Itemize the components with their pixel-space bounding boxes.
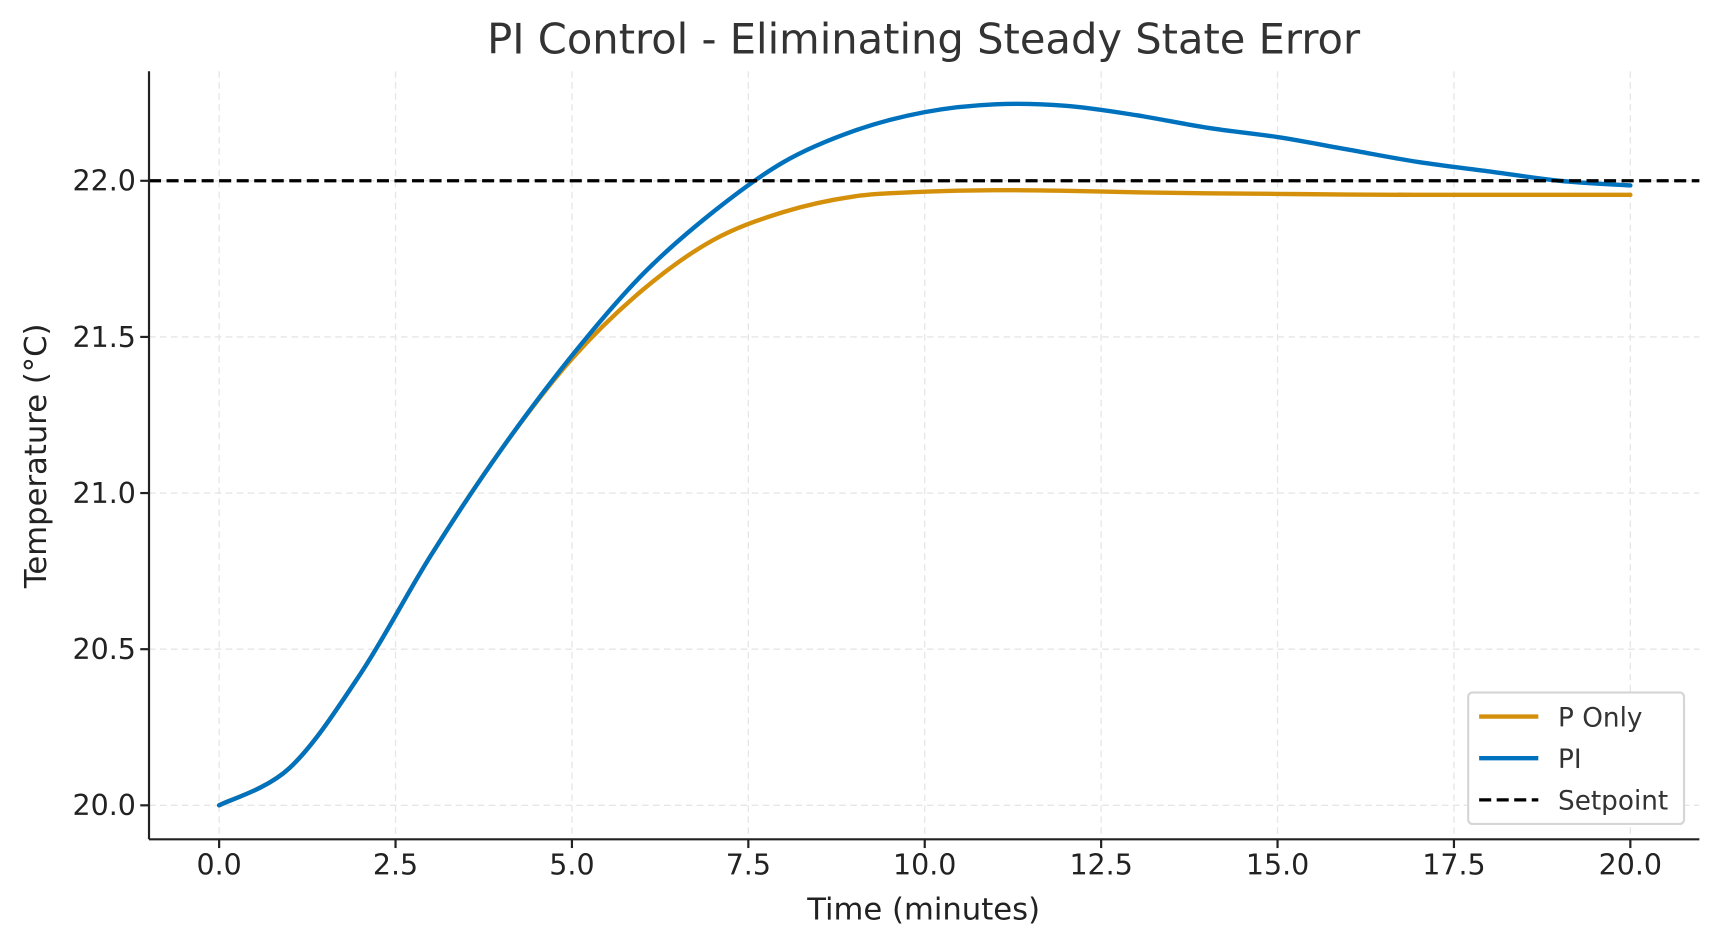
x-tick-label: 10.0	[893, 848, 956, 881]
ticks: 0.0 2.5 5.0 7.5 10.0 12.5 15.0 17.5 20.0 20.0 20.5…	[72, 165, 1662, 882]
y-tick-label: 20.0	[72, 789, 135, 822]
x-tick-label: 2.5	[373, 848, 418, 881]
legend-label: P Only	[1558, 703, 1642, 733]
x-tick-label: 12.5	[1069, 848, 1132, 881]
grid	[149, 71, 1700, 840]
legend-label: Setpoint	[1558, 787, 1668, 817]
chart-title: PI Control - Eliminating Steady State Er…	[487, 15, 1361, 64]
y-axis-label: Temperature (°C)	[19, 324, 54, 590]
legend: P Only PI Setpoint	[1467, 691, 1686, 826]
y-tick-label: 20.5	[72, 633, 135, 666]
x-axis-label: Time (minutes)	[806, 892, 1040, 927]
legend-label: PI	[1558, 745, 1582, 775]
x-tick-label: 5.0	[549, 848, 594, 881]
y-tick-label: 21.0	[72, 477, 135, 510]
x-tick-label: 17.5	[1422, 848, 1485, 881]
series-line-pi	[216, 101, 1633, 808]
legend-frame	[1467, 691, 1686, 826]
x-tick-label: 15.0	[1246, 848, 1309, 881]
y-tick-label: 21.5	[72, 321, 135, 354]
y-tick-label: 22.0	[72, 165, 135, 198]
series-layer	[149, 101, 1700, 808]
x-tick-label: 0.0	[196, 848, 241, 881]
x-tick-label: 20.0	[1599, 848, 1662, 881]
x-tick-label: 7.5	[726, 848, 771, 881]
